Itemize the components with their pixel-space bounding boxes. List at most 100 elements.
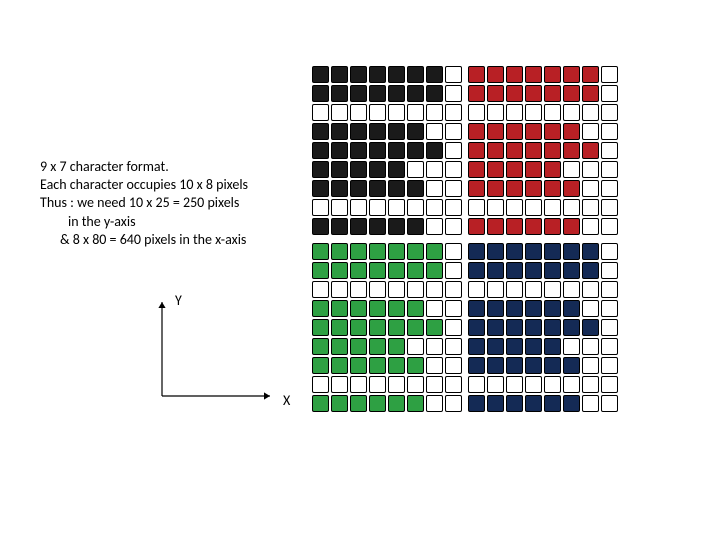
pixel-cell xyxy=(369,262,386,279)
pixel-cell xyxy=(369,300,386,317)
pixel-cell xyxy=(426,180,443,197)
pixel-cell xyxy=(407,338,424,355)
pixel-cell xyxy=(445,300,462,317)
pixel-cell xyxy=(525,319,542,336)
pixel-cell xyxy=(312,262,329,279)
pixel-cell xyxy=(369,161,386,178)
pixel-cell xyxy=(487,281,504,298)
pixel-cell xyxy=(312,357,329,374)
pixel-cell xyxy=(407,142,424,159)
pixel-cell xyxy=(582,357,599,374)
pixel-cell xyxy=(350,142,367,159)
axes-diagram xyxy=(118,296,278,406)
pixel-cell xyxy=(426,218,443,235)
pixel-cell xyxy=(350,218,367,235)
pixel-cell xyxy=(487,357,504,374)
pixel-cell xyxy=(312,218,329,235)
text-line-1: 9 x 7 character format. xyxy=(40,158,310,176)
pixel-cell xyxy=(487,300,504,317)
pixel-cell xyxy=(563,262,580,279)
pixel-cell xyxy=(369,281,386,298)
pixel-cell xyxy=(426,161,443,178)
pixel-cell xyxy=(426,104,443,121)
pixel-cell xyxy=(350,180,367,197)
pixel-cell xyxy=(525,281,542,298)
pixel-cell xyxy=(487,319,504,336)
pixel-cell xyxy=(445,218,462,235)
pixel-cell xyxy=(582,319,599,336)
pixel-cell xyxy=(525,161,542,178)
pixel-cell xyxy=(468,281,485,298)
pixel-cell xyxy=(601,376,618,393)
pixel-cell xyxy=(487,395,504,412)
pixel-cell xyxy=(487,142,504,159)
pixel-cell xyxy=(445,376,462,393)
pixel-cell xyxy=(506,85,523,102)
pixel-cell xyxy=(544,357,561,374)
pixel-cell xyxy=(445,104,462,121)
text-line-3: Thus : we need 10 x 25 = 250 pixels xyxy=(40,194,310,212)
pixel-cell xyxy=(525,199,542,216)
pixel-cell xyxy=(582,281,599,298)
pixel-cell xyxy=(407,281,424,298)
pixel-cell xyxy=(544,199,561,216)
pixel-cell xyxy=(369,104,386,121)
pixel-cell xyxy=(388,376,405,393)
pixel-cell xyxy=(487,161,504,178)
pixel-cell xyxy=(445,142,462,159)
pixel-cell xyxy=(445,123,462,140)
pixel-cell xyxy=(445,262,462,279)
pixel-cell xyxy=(544,66,561,83)
x-axis-label: X xyxy=(283,392,290,409)
pixel-cell xyxy=(350,281,367,298)
pixel-cell xyxy=(525,123,542,140)
pixel-cell xyxy=(563,218,580,235)
pixel-cell xyxy=(525,180,542,197)
pixel-cell xyxy=(407,395,424,412)
pixel-cell xyxy=(426,281,443,298)
pixel-cell xyxy=(350,300,367,317)
pixel-cell xyxy=(388,395,405,412)
pixel-cell xyxy=(388,338,405,355)
pixel-cell xyxy=(369,85,386,102)
pixel-cell xyxy=(544,85,561,102)
pixel-cell xyxy=(544,395,561,412)
pixel-cell xyxy=(312,300,329,317)
pixel-cell xyxy=(506,199,523,216)
pixel-cell xyxy=(468,66,485,83)
pixel-cell xyxy=(388,104,405,121)
pixel-cell xyxy=(350,262,367,279)
pixel-cell xyxy=(468,123,485,140)
pixel-cell xyxy=(525,262,542,279)
pixel-cell xyxy=(426,357,443,374)
pixel-cell xyxy=(525,243,542,260)
pixel-cell xyxy=(445,199,462,216)
pixel-cell xyxy=(525,300,542,317)
pixel-cell xyxy=(312,123,329,140)
pixel-cell xyxy=(563,123,580,140)
pixel-cell xyxy=(506,218,523,235)
pixel-cell xyxy=(563,281,580,298)
text-line-5: & 8 x 80 = 640 pixels in the x-axis xyxy=(40,231,310,249)
pixel-cell xyxy=(525,104,542,121)
pixel-cell xyxy=(331,85,348,102)
pixel-cell xyxy=(426,262,443,279)
pixel-cell xyxy=(468,357,485,374)
pixel-cell xyxy=(487,262,504,279)
pixel-cell xyxy=(350,123,367,140)
pixel-cell xyxy=(563,300,580,317)
pixel-cell xyxy=(601,85,618,102)
pixel-cell xyxy=(312,376,329,393)
pixel-cell xyxy=(445,319,462,336)
pixel-cell xyxy=(544,142,561,159)
pixel-cell xyxy=(350,376,367,393)
pixel-cell xyxy=(312,180,329,197)
pixel-cell xyxy=(601,319,618,336)
pixel-cell xyxy=(407,66,424,83)
pixel-cell xyxy=(331,104,348,121)
pixel-cell xyxy=(468,199,485,216)
pixel-cell xyxy=(563,319,580,336)
pixel-cell xyxy=(525,85,542,102)
pixel-cell xyxy=(601,338,618,355)
pixel-cell xyxy=(388,262,405,279)
